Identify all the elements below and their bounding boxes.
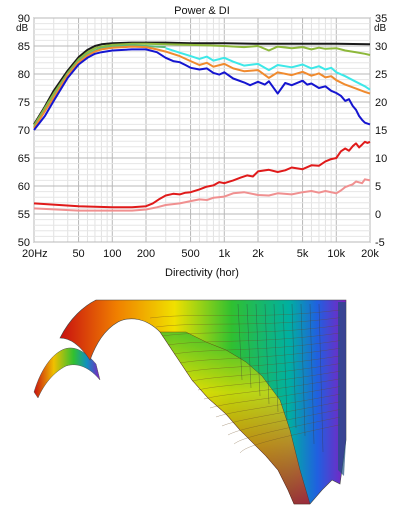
surface-right-edge <box>338 302 346 476</box>
surface-ridge-line <box>255 303 261 397</box>
surface-left-lobe <box>33 347 101 399</box>
y-unit-right: dB <box>374 23 387 34</box>
x-tick-label: 10k <box>327 248 345 260</box>
surface-ridge-line <box>300 303 306 437</box>
surface-contour-line <box>209 386 341 409</box>
x-tick-label: 20Hz <box>22 248 48 260</box>
y-unit-left: dB <box>16 23 29 34</box>
grid-layer <box>33 17 371 243</box>
series-line-6 <box>33 140 371 209</box>
y-tick-label-left: 70 <box>18 125 30 137</box>
x-tick-label: 5k <box>297 248 309 260</box>
surface-contours <box>149 303 341 454</box>
y-tick-labels-left: 90 85 80 75 70 65 60 55 50 <box>18 13 30 249</box>
x-tick-label: 200 <box>137 248 155 260</box>
directivity-title: Directivity (hor) <box>165 267 239 279</box>
y-tick-label-right: 30 <box>375 41 387 53</box>
series-line-1 <box>33 42 371 127</box>
x-tick-label: 500 <box>181 248 199 260</box>
y-tick-label-left: 50 <box>18 237 30 249</box>
x-tick-label: 100 <box>103 248 121 260</box>
surface-contour-line <box>167 332 341 346</box>
y-tick-label-right: 0 <box>375 209 381 221</box>
surface-contour-line <box>203 378 341 400</box>
chart-title: Power & DI <box>174 5 230 17</box>
y-tick-label-left: 75 <box>18 97 30 109</box>
surface-contour-line <box>215 393 341 418</box>
surface-contour-line <box>239 424 341 454</box>
surface-contour-line <box>173 340 341 355</box>
surface-contour-line <box>161 325 341 337</box>
surface-contour-line <box>155 317 341 328</box>
surface-contour-line <box>149 309 341 319</box>
surface-contour-line <box>227 409 341 436</box>
directivity-surface <box>33 299 347 505</box>
y-tick-label-right: 25 <box>375 69 387 81</box>
y-tick-labels-right: 35 30 25 20 15 10 5 0 -5 <box>375 13 387 249</box>
x-tick-label: 1k <box>218 248 230 260</box>
x-tick-labels: 20Hz 50 100 200 500 1k 2k 5k 10k 20k <box>22 248 379 260</box>
y-tick-label-right: 5 <box>375 181 381 193</box>
y-tick-label-left: 80 <box>18 69 30 81</box>
series-line-7 <box>33 178 371 212</box>
x-tick-label: 50 <box>72 248 84 260</box>
surface-contour-line <box>179 348 341 364</box>
y-tick-label-right: 35 <box>375 13 387 25</box>
y-tick-label-left: 60 <box>18 181 30 193</box>
surface-contour-line <box>221 401 341 427</box>
surface-ridge-line <box>309 303 315 445</box>
series-layer <box>33 41 371 212</box>
surface-ridge-line <box>273 303 279 413</box>
x-tick-label: 20k <box>361 248 379 260</box>
y-tick-label-right: 10 <box>375 153 387 165</box>
y-tick-label-right: -5 <box>375 237 385 249</box>
surface-main-lobe <box>59 299 347 505</box>
surface-ridge-line <box>237 303 243 381</box>
y-tick-label-left: 85 <box>18 41 30 53</box>
y-tick-label-right: 15 <box>375 125 387 137</box>
surface-ridge-line <box>318 303 324 453</box>
surface-contour-line <box>233 416 341 445</box>
surface-contour-line <box>197 370 341 391</box>
surface-contour-line <box>191 363 341 382</box>
series-line-4 <box>33 45 371 129</box>
y-tick-label-left: 55 <box>18 209 30 221</box>
surface-ridge-line <box>282 303 288 421</box>
series-line-3 <box>165 47 371 91</box>
surface-contour-line <box>185 355 341 373</box>
x-tick-label: 2k <box>252 248 264 260</box>
y-tick-label-left: 90 <box>18 13 30 25</box>
series-line-0 <box>33 41 371 125</box>
y-tick-label-right: 20 <box>375 97 387 109</box>
surface-ridge-line <box>264 303 270 405</box>
surface-front-face <box>159 331 311 505</box>
surface-ridge-line <box>291 303 297 429</box>
y-tick-label-left: 65 <box>18 153 30 165</box>
surface-ridge-line <box>246 303 252 389</box>
series-line-5 <box>33 48 371 131</box>
